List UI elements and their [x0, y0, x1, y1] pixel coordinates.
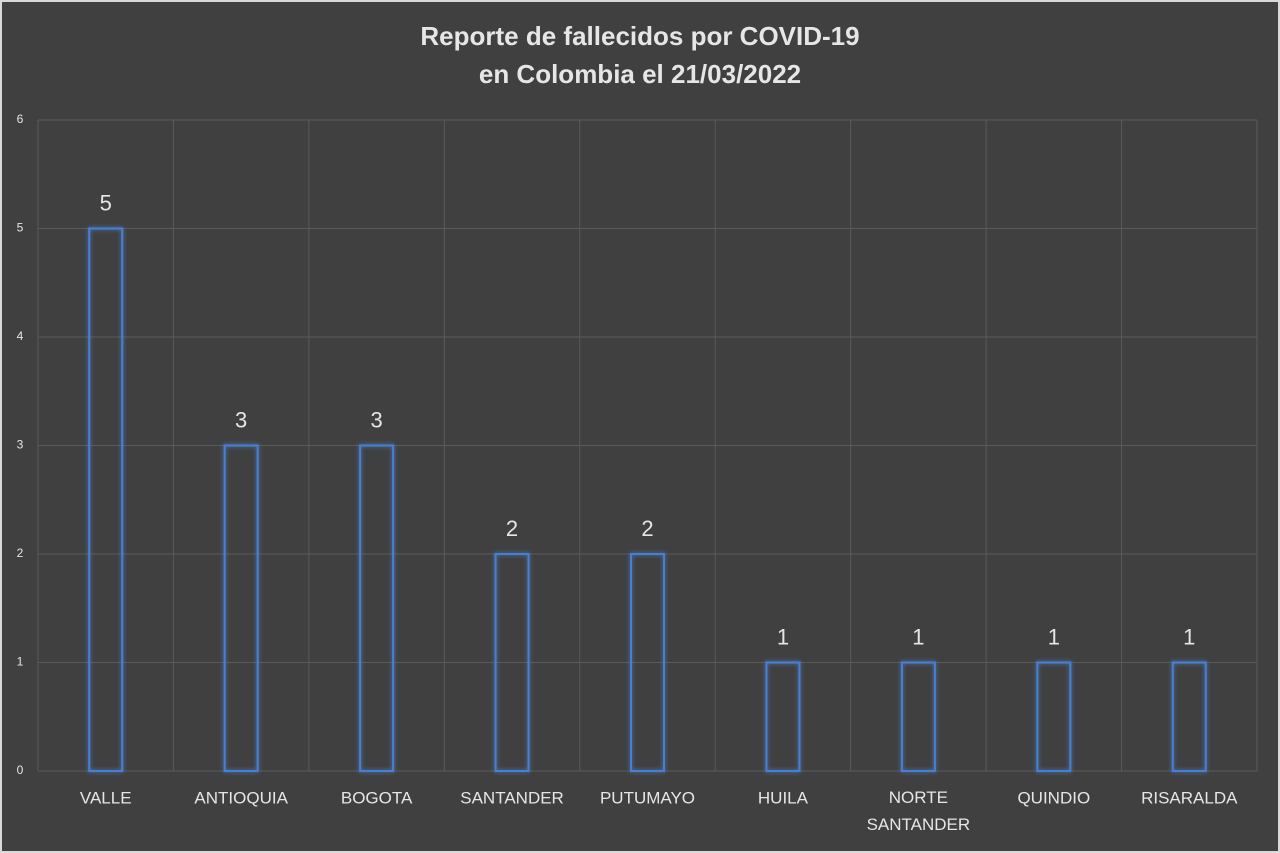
y-tick-label: 3 [17, 438, 24, 452]
data-label: 3 [235, 407, 247, 432]
y-tick-label: 4 [17, 329, 24, 343]
bar [630, 553, 665, 772]
bar [88, 227, 124, 772]
x-tick-label: RISARALDA [1141, 788, 1238, 807]
bar [359, 444, 395, 772]
x-tick-label: PUTUMAYO [600, 788, 695, 807]
y-tick-label: 5 [17, 221, 24, 235]
data-label: 1 [1048, 624, 1060, 649]
y-tick-label: 6 [17, 112, 24, 126]
x-tick-label: ANTIOQUIA [194, 788, 288, 807]
y-tick-label: 1 [17, 655, 24, 669]
data-label: 5 [100, 190, 112, 215]
bar [900, 661, 936, 772]
bar [1036, 661, 1072, 772]
data-label: 3 [370, 407, 382, 432]
bar [1171, 661, 1207, 772]
data-label: 1 [777, 624, 789, 649]
chart-title: en Colombia el 21/03/2022 [479, 59, 801, 89]
data-label: 1 [1183, 624, 1195, 649]
bar [494, 553, 530, 772]
bar [765, 661, 801, 772]
y-tick-label: 0 [17, 763, 24, 777]
bar [223, 444, 259, 772]
data-label: 2 [641, 516, 653, 541]
x-tick-label: QUINDIO [1017, 788, 1090, 807]
data-label: 1 [912, 624, 924, 649]
x-tick-label: NORTE SANTANDER [867, 788, 971, 834]
y-tick-label: 2 [17, 546, 24, 560]
x-tick-label: VALLE [80, 788, 132, 807]
x-tick-label: BOGOTA [341, 788, 413, 807]
x-tick-label: SANTANDER [460, 788, 564, 807]
chart-title: Reporte de fallecidos por COVID-19 [420, 21, 859, 51]
data-label: 2 [506, 516, 518, 541]
x-tick-label: HUILA [758, 788, 809, 807]
